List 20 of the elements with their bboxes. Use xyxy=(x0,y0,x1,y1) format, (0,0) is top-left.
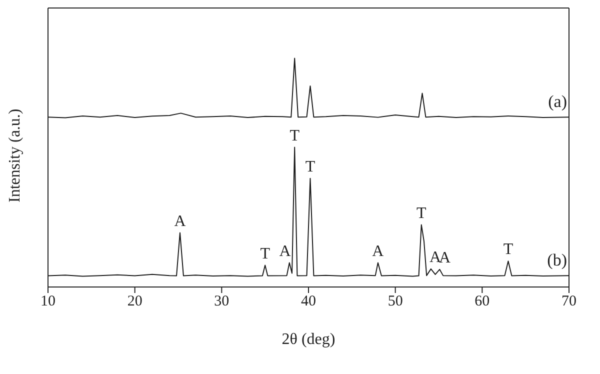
annotation: A xyxy=(439,249,452,266)
series-label: (b) xyxy=(547,250,567,270)
annotation: T xyxy=(260,245,270,262)
series-label: (a) xyxy=(548,92,567,112)
annotation: T xyxy=(416,204,426,222)
y-axis-title: Intensity (a.u.) xyxy=(6,108,24,202)
x-tick-label: 60 xyxy=(474,294,490,310)
x-axis-title: 2θ (deg) xyxy=(282,331,336,348)
x-tick-label: 70 xyxy=(562,294,576,310)
x-tick-label: 20 xyxy=(127,294,142,310)
x-tick-label: 40 xyxy=(301,294,316,310)
x-tick-label: 30 xyxy=(214,294,230,310)
x-tick-label: 10 xyxy=(40,294,56,310)
annotation: T xyxy=(305,158,316,176)
annotation: A xyxy=(174,212,186,230)
annotation: T xyxy=(290,127,300,144)
annotation: A xyxy=(372,242,384,260)
annotation: T xyxy=(503,241,514,258)
annotation: A xyxy=(279,242,292,260)
x-tick-label: 50 xyxy=(388,294,403,310)
